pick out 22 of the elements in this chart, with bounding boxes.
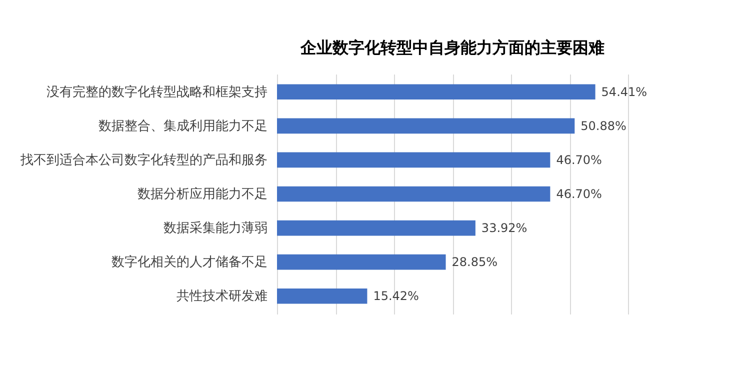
data-label: 33.92% bbox=[481, 221, 528, 236]
bar bbox=[277, 84, 596, 100]
y-tick-label: 数据采集能力薄弱 bbox=[164, 221, 268, 236]
bar bbox=[277, 288, 368, 304]
y-tick-label: 找不到适合本公司数字化转型的产品和服务 bbox=[20, 152, 268, 168]
chart-title: 企业数字化转型中自身能力方面的主要困难 bbox=[300, 38, 604, 57]
y-tick-label: 数据整合、集成利用能力不足 bbox=[98, 118, 268, 134]
data-label: 46.70% bbox=[556, 187, 602, 201]
bar bbox=[277, 118, 575, 134]
y-tick-label: 共性技术研发难 bbox=[176, 289, 268, 304]
y-tick-label: 没有完整的数字化转型战略和框架支持 bbox=[46, 84, 268, 100]
data-label: 54.41% bbox=[601, 84, 648, 99]
data-label: 50.88% bbox=[580, 118, 626, 133]
data-label: 28.85% bbox=[452, 255, 498, 270]
bar bbox=[277, 186, 550, 202]
data-label: 46.70% bbox=[556, 152, 602, 167]
bar bbox=[277, 220, 476, 236]
bar bbox=[277, 152, 550, 168]
data-label: 15.42% bbox=[373, 289, 419, 304]
y-tick-label: 数据分析应用能力不足 bbox=[138, 186, 268, 202]
y-tick-label: 数字化相关的人才储备不足 bbox=[112, 254, 268, 270]
bar bbox=[277, 254, 446, 270]
